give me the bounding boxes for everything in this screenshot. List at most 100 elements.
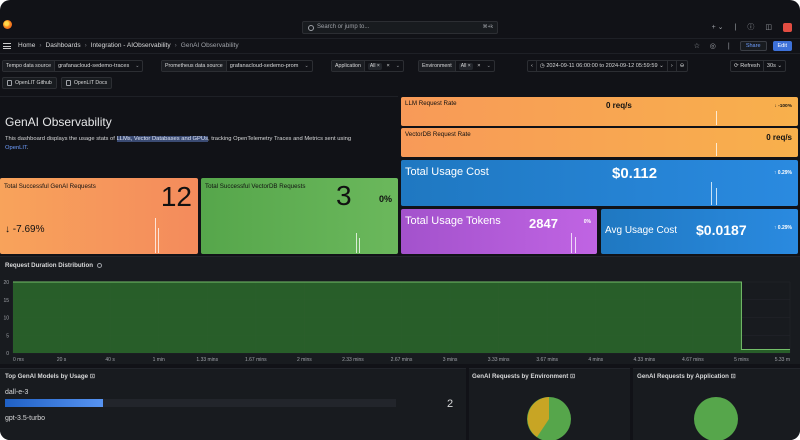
vectordb-request-rate-panel[interactable]: VectorDB Request Rate 0 req/s (401, 128, 798, 157)
var-label: Tempo data source (3, 61, 56, 71)
link-label: OpenLIT Docs (73, 79, 108, 86)
chevron-down-icon[interactable]: ⌄ (304, 63, 309, 69)
area-fill (13, 282, 790, 353)
panel-title: Request Duration Distribution (5, 262, 102, 269)
panel-title-text: Request Duration Distribution (5, 262, 93, 269)
panel-title: LLM Request Rate (405, 100, 457, 107)
refresh-interval[interactable]: 30s ⌄ (766, 63, 783, 69)
chip-all: All × (458, 63, 473, 70)
breadcrumb-folder[interactable]: Integration - AIObservability (90, 42, 171, 49)
zoom-out-icon[interactable]: ⊖ (679, 63, 685, 69)
stat-change: ↑ 0.29% (773, 170, 792, 176)
application-select[interactable]: Application All × × ⌄ (331, 60, 404, 72)
time-range-picker[interactable]: ‹ ◷ 2024-09-11 06:00:00 to 2024-09-12 05… (527, 60, 689, 72)
genai-requests-panel[interactable]: Total Successful GenAI Requests 12 ↓ -7.… (0, 178, 198, 254)
edit-button[interactable]: Edit (772, 41, 792, 51)
env-pie[interactable] (469, 369, 630, 440)
news-icon[interactable]: ◫ (765, 24, 772, 31)
pie-slice-green[interactable] (694, 397, 738, 440)
stat-value: 0 req/s (766, 133, 792, 142)
panel-menu-icon[interactable]: ⊡ (89, 373, 96, 380)
tempo-datasource-select[interactable]: Tempo data source grafanacloud-sedemo-tr… (2, 60, 144, 72)
menu-icon[interactable] (3, 43, 11, 49)
external-link-icon (7, 80, 12, 86)
intro-text-highlight: LLMs, Vector Databases and GPUs (116, 136, 209, 142)
link-openlit-github[interactable]: OpenLIT Github (2, 77, 57, 89)
usage-tokens-panel[interactable]: Total Usage Tokens 2847 0% (401, 209, 597, 254)
intro-text-part: , tracking OpenTelemetry Traces and Metr… (208, 136, 352, 142)
y-tick-label: 20 (3, 280, 9, 286)
var-value[interactable]: grafanacloud-sedemo-prom (226, 61, 302, 71)
var-value[interactable]: All × × (455, 61, 484, 71)
breadcrumb-home[interactable]: Home (18, 42, 36, 49)
var-value[interactable]: grafanacloud-sedemo-traces (55, 61, 133, 71)
x-tick-label: 4 mins (588, 357, 603, 363)
help-icon[interactable]: ⓘ (747, 24, 755, 31)
openlit-link[interactable]: OpenLIT (5, 145, 27, 151)
refresh-picker[interactable]: ⟳ Refresh 30s ⌄ (730, 60, 787, 72)
pie-slice-yellow[interactable] (527, 397, 549, 437)
breadcrumb: Home › Dashboards › Integration - AIObse… (18, 42, 239, 49)
chevron-down-icon[interactable]: ⌄ (135, 63, 140, 69)
env-panel[interactable]: GenAI Requests by Environment ⊡ (469, 368, 630, 440)
search-input[interactable]: Search or jump to... ⌘+k (302, 21, 498, 34)
stat-value: 0 req/s (606, 101, 632, 110)
area-line (13, 281, 790, 350)
duration-chart[interactable]: 0 5 10 15 20 0 ms 20 s 40 s 1 min 1.33 mins 1.67 m… (0, 257, 800, 365)
y-tick-label: 0 (6, 351, 9, 357)
plus-icon[interactable]: + ⌄ (711, 24, 724, 31)
var-label: Application (332, 61, 365, 71)
stat-change: ↑ 0.29% (773, 225, 792, 231)
intro-panel: GenAI Observability This dashboard displ… (0, 96, 398, 176)
var-value[interactable]: All × × (364, 61, 393, 71)
panel-title-text: GenAI Requests by Application (637, 373, 729, 380)
llm-request-rate-panel[interactable]: LLM Request Rate 0 req/s ↓ -100% (401, 97, 798, 126)
panel-title: Top GenAI Models by Usage ⊡ (5, 373, 95, 380)
info-icon[interactable] (97, 262, 102, 268)
time-range-text: 2024-09-11 06:00:00 to 2024-09-12 05:59:… (546, 63, 658, 69)
panel-title: Total Successful VectorDB Requests (205, 183, 306, 190)
star-icon[interactable]: ☆ (693, 43, 700, 50)
prometheus-datasource-select[interactable]: Prometheus data source grafanacloud-sede… (161, 60, 313, 72)
grafana-logo-icon[interactable] (3, 20, 12, 29)
panel-menu-icon[interactable]: ⊡ (570, 373, 576, 380)
chevron-down-icon[interactable]: ⌄ (395, 63, 400, 69)
x-tick-label: 1.33 mins (196, 357, 218, 363)
refresh-label: Refresh (740, 63, 760, 69)
avg-usage-cost-panel[interactable]: Avg Usage Cost $0.0187 ↑ 0.29% (601, 209, 798, 254)
x-tick-label: 5 mins (734, 357, 749, 363)
search-icon (308, 25, 314, 31)
share-button[interactable]: Share (739, 41, 767, 51)
top-models-panel[interactable]: Top GenAI Models by Usage ⊡ dall-e-3 2 g… (0, 368, 466, 440)
time-range-label[interactable]: ◷ 2024-09-11 06:00:00 to 2024-09-12 05:5… (537, 61, 668, 71)
panel-title: Total Successful GenAI Requests (4, 183, 96, 190)
vectordb-requests-panel[interactable]: Total Successful VectorDB Requests 3 0% (201, 178, 398, 254)
environment-select[interactable]: Environment All × × ⌄ (418, 60, 495, 72)
dashboard-links: OpenLIT Github OpenLIT Docs (2, 77, 113, 89)
var-label: Environment (419, 61, 456, 71)
settings-icon[interactable]: ◎ (709, 43, 716, 50)
panel-title-text: Top GenAI Models by Usage (5, 373, 89, 380)
refresh-button[interactable]: ⟳ Refresh (731, 61, 764, 71)
x-tick-label: 1.67 mins (245, 357, 267, 363)
app-panel[interactable]: GenAI Requests by Application ⊡ (633, 368, 800, 440)
sparkline (356, 233, 357, 253)
request-duration-panel[interactable]: Request Duration Distribution 0 5 10 15 20 0 … (0, 256, 800, 364)
y-tick-label: 10 (3, 316, 9, 322)
top-icons: + ⌄ | ⓘ ◫ (712, 22, 792, 32)
app-pie[interactable] (633, 369, 800, 440)
model-name: gpt-3.5-turbo (5, 415, 46, 422)
time-forward-icon[interactable]: › (668, 61, 677, 71)
time-back-icon[interactable]: ‹ (528, 61, 537, 71)
stat-value: 12 (160, 181, 192, 212)
intro-title: GenAI Observability (5, 115, 112, 129)
breadcrumb-dashboards[interactable]: Dashboards (45, 42, 81, 49)
avatar[interactable] (783, 22, 792, 32)
x-tick-label: 3.33 mins (488, 357, 510, 363)
sparkline (158, 228, 159, 253)
search-placeholder: Search or jump to... (317, 24, 370, 30)
chevron-down-icon[interactable]: ⌄ (486, 63, 491, 69)
usage-cost-panel[interactable]: Total Usage Cost $0.112 ↑ 0.29% (401, 160, 798, 206)
panel-menu-icon[interactable]: ⊡ (730, 373, 736, 380)
link-openlit-docs[interactable]: OpenLIT Docs (60, 77, 113, 89)
